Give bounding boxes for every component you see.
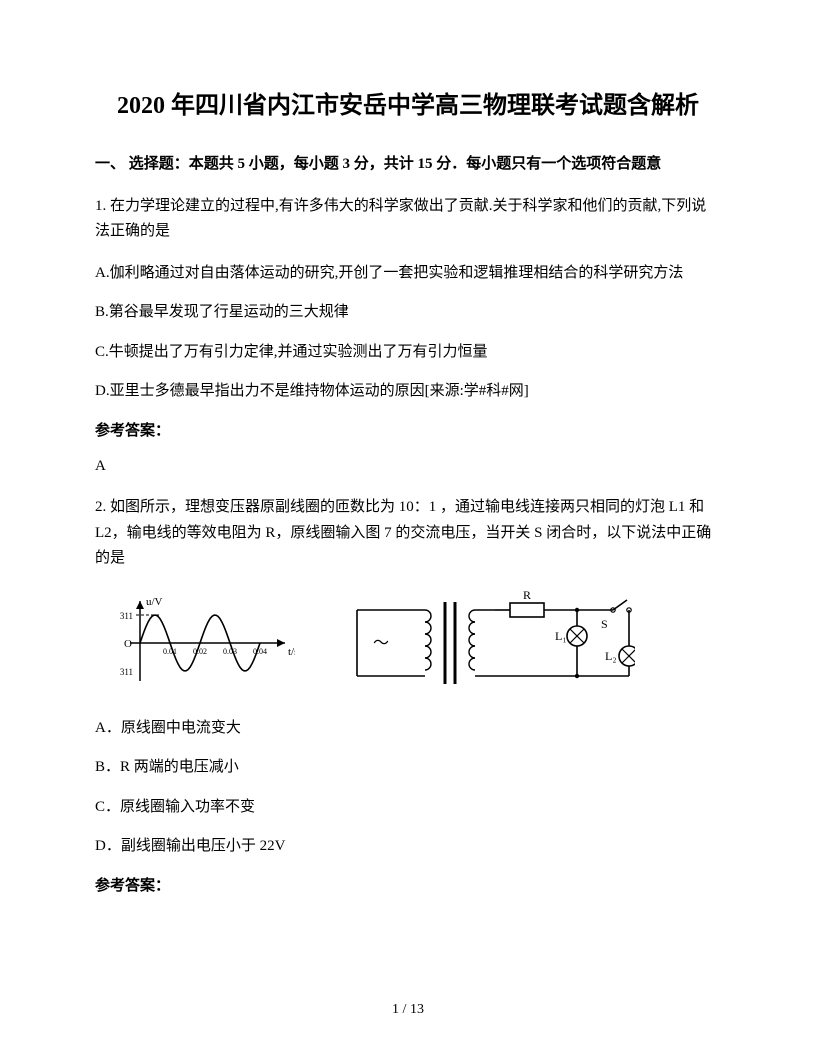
svg-text:311: 311 [120,667,133,677]
svg-text:t/s: t/s [288,646,295,658]
q1-option-b: B.第谷最早发现了行星运动的三大规律 [95,300,721,326]
waveform-figure: u/Vt/sO3113110.010.020.030.04 [105,593,295,693]
svg-text:311: 311 [120,611,133,621]
figure-row: u/Vt/sO3113110.010.020.030.04 ～RL₁SL₂ [105,588,721,698]
q1-option-a: A.伽利略通过对自由落体运动的研究,开创了一套把实验和逻辑推理相结合的科学研究方… [95,261,721,287]
q1-option-d: D.亚里士多德最早指出力不是维持物体运动的原因[来源:学#科#网] [95,379,721,405]
q2-option-d: D．副线圈输出电压小于 22V [95,834,721,860]
circuit-figure: ～ R L₁ S L₂ [345,588,635,698]
svg-text:R: R [523,588,531,602]
q1-stem: 1. 在力学理论建立的过程中,有许多伟大的科学家做出了贡献.关于科学家和他们的贡… [95,194,721,245]
svg-text:S: S [601,617,608,631]
svg-text:O: O [124,638,132,650]
exam-title: 2020 年四川省内江市安岳中学高三物理联考试题含解析 [95,90,721,124]
q1-option-c: C.牛顿提出了万有引力定律,并通过实验测出了万有引力恒量 [95,340,721,366]
svg-text:L₂: L₂ [605,649,617,663]
answer-label-2: 参考答案： [95,874,721,895]
svg-text:L₁: L₁ [555,629,567,643]
svg-text:～: ～ [373,635,389,652]
answer-label-1: 参考答案： [95,419,721,440]
svg-text:u/V: u/V [146,596,163,608]
q2-stem: 2. 如图所示，理想变压器原副线圈的匝数比为 10：1 ，通过输电线连接两只相同… [95,495,721,572]
q2-option-a: A．原线圈中电流变大 [95,716,721,742]
q2-option-b: B．R 两端的电压减小 [95,755,721,781]
page: 2020 年四川省内江市安岳中学高三物理联考试题含解析 一、 选择题：本题共 5… [0,0,816,1056]
section-heading: 一、 选择题：本题共 5 小题，每小题 3 分，共计 15 分．每小题只有一个选… [95,152,721,176]
page-current: 1 [392,1002,399,1017]
page-number: 1 / 13 [0,1002,816,1018]
page-total: 13 [410,1002,424,1017]
q2-option-c: C．原线圈输入功率不变 [95,795,721,821]
q1-answer: A [95,454,721,480]
